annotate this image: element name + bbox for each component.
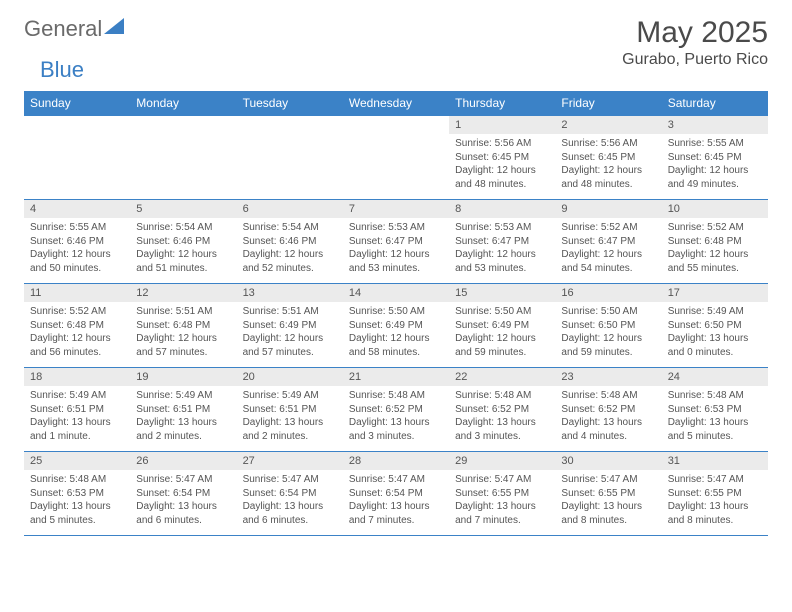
day-details: Sunrise: 5:48 AMSunset: 6:53 PMDaylight:… (662, 386, 768, 452)
day-number: 2 (555, 116, 661, 135)
day-details: Sunrise: 5:47 AMSunset: 6:55 PMDaylight:… (555, 470, 661, 536)
day-details: Sunrise: 5:51 AMSunset: 6:49 PMDaylight:… (237, 302, 343, 368)
day-number-row: 18192021222324 (24, 368, 768, 387)
day-number: 29 (449, 452, 555, 471)
day-details: Sunrise: 5:53 AMSunset: 6:47 PMDaylight:… (343, 218, 449, 284)
day-number: 15 (449, 284, 555, 303)
day-details: Sunrise: 5:56 AMSunset: 6:45 PMDaylight:… (449, 134, 555, 200)
weekday-friday: Friday (555, 91, 661, 116)
day-number-row: 25262728293031 (24, 452, 768, 471)
day-details: Sunrise: 5:47 AMSunset: 6:55 PMDaylight:… (449, 470, 555, 536)
day-detail-row: Sunrise: 5:55 AMSunset: 6:46 PMDaylight:… (24, 218, 768, 284)
day-details: Sunrise: 5:56 AMSunset: 6:45 PMDaylight:… (555, 134, 661, 200)
weekday-thursday: Thursday (449, 91, 555, 116)
weekday-header-row: Sunday Monday Tuesday Wednesday Thursday… (24, 91, 768, 116)
day-detail-row: Sunrise: 5:56 AMSunset: 6:45 PMDaylight:… (24, 134, 768, 200)
day-details: Sunrise: 5:48 AMSunset: 6:53 PMDaylight:… (24, 470, 130, 536)
logo-text-1: General (24, 16, 102, 42)
day-number: 23 (555, 368, 661, 387)
day-number: 11 (24, 284, 130, 303)
day-details: Sunrise: 5:49 AMSunset: 6:50 PMDaylight:… (662, 302, 768, 368)
day-details (343, 134, 449, 200)
day-details: Sunrise: 5:50 AMSunset: 6:49 PMDaylight:… (449, 302, 555, 368)
day-number: 10 (662, 200, 768, 219)
day-number: 16 (555, 284, 661, 303)
day-number-row: 45678910 (24, 200, 768, 219)
day-number: 8 (449, 200, 555, 219)
day-details: Sunrise: 5:52 AMSunset: 6:47 PMDaylight:… (555, 218, 661, 284)
day-details: Sunrise: 5:54 AMSunset: 6:46 PMDaylight:… (130, 218, 236, 284)
day-number: 26 (130, 452, 236, 471)
day-number: 3 (662, 116, 768, 135)
calendar-body: 123Sunrise: 5:56 AMSunset: 6:45 PMDaylig… (24, 116, 768, 536)
day-number: 14 (343, 284, 449, 303)
day-number-row: 123 (24, 116, 768, 135)
weekday-tuesday: Tuesday (237, 91, 343, 116)
day-number: 19 (130, 368, 236, 387)
day-details: Sunrise: 5:52 AMSunset: 6:48 PMDaylight:… (24, 302, 130, 368)
day-number: 18 (24, 368, 130, 387)
logo: General (24, 16, 126, 42)
day-number: 27 (237, 452, 343, 471)
day-details (237, 134, 343, 200)
day-details: Sunrise: 5:47 AMSunset: 6:54 PMDaylight:… (237, 470, 343, 536)
day-details: Sunrise: 5:51 AMSunset: 6:48 PMDaylight:… (130, 302, 236, 368)
day-details: Sunrise: 5:48 AMSunset: 6:52 PMDaylight:… (343, 386, 449, 452)
day-details: Sunrise: 5:50 AMSunset: 6:49 PMDaylight:… (343, 302, 449, 368)
day-number: 31 (662, 452, 768, 471)
day-details: Sunrise: 5:49 AMSunset: 6:51 PMDaylight:… (130, 386, 236, 452)
day-number: 9 (555, 200, 661, 219)
day-number: 1 (449, 116, 555, 135)
day-number: 13 (237, 284, 343, 303)
day-details: Sunrise: 5:53 AMSunset: 6:47 PMDaylight:… (449, 218, 555, 284)
calendar-table: Sunday Monday Tuesday Wednesday Thursday… (24, 91, 768, 536)
day-number (237, 116, 343, 135)
day-number (24, 116, 130, 135)
day-number: 20 (237, 368, 343, 387)
weekday-monday: Monday (130, 91, 236, 116)
day-number: 21 (343, 368, 449, 387)
day-details: Sunrise: 5:50 AMSunset: 6:50 PMDaylight:… (555, 302, 661, 368)
day-details: Sunrise: 5:48 AMSunset: 6:52 PMDaylight:… (449, 386, 555, 452)
day-details: Sunrise: 5:55 AMSunset: 6:46 PMDaylight:… (24, 218, 130, 284)
day-detail-row: Sunrise: 5:48 AMSunset: 6:53 PMDaylight:… (24, 470, 768, 536)
day-number (343, 116, 449, 135)
day-details: Sunrise: 5:48 AMSunset: 6:52 PMDaylight:… (555, 386, 661, 452)
logo-triangle-icon (104, 18, 124, 41)
day-details: Sunrise: 5:47 AMSunset: 6:54 PMDaylight:… (130, 470, 236, 536)
day-number: 30 (555, 452, 661, 471)
logo-text-2: Blue (40, 57, 84, 82)
day-number-row: 11121314151617 (24, 284, 768, 303)
weekday-wednesday: Wednesday (343, 91, 449, 116)
day-detail-row: Sunrise: 5:52 AMSunset: 6:48 PMDaylight:… (24, 302, 768, 368)
day-number (130, 116, 236, 135)
day-details: Sunrise: 5:47 AMSunset: 6:55 PMDaylight:… (662, 470, 768, 536)
day-details: Sunrise: 5:52 AMSunset: 6:48 PMDaylight:… (662, 218, 768, 284)
weekday-sunday: Sunday (24, 91, 130, 116)
day-number: 5 (130, 200, 236, 219)
weekday-saturday: Saturday (662, 91, 768, 116)
day-number: 12 (130, 284, 236, 303)
day-number: 25 (24, 452, 130, 471)
day-details (24, 134, 130, 200)
day-number: 4 (24, 200, 130, 219)
day-number: 7 (343, 200, 449, 219)
day-number: 6 (237, 200, 343, 219)
day-number: 17 (662, 284, 768, 303)
day-details: Sunrise: 5:55 AMSunset: 6:45 PMDaylight:… (662, 134, 768, 200)
day-number: 24 (662, 368, 768, 387)
day-detail-row: Sunrise: 5:49 AMSunset: 6:51 PMDaylight:… (24, 386, 768, 452)
day-details: Sunrise: 5:49 AMSunset: 6:51 PMDaylight:… (24, 386, 130, 452)
day-details (130, 134, 236, 200)
day-details: Sunrise: 5:47 AMSunset: 6:54 PMDaylight:… (343, 470, 449, 536)
page-title: May 2025 (622, 16, 768, 49)
day-details: Sunrise: 5:54 AMSunset: 6:46 PMDaylight:… (237, 218, 343, 284)
day-number: 22 (449, 368, 555, 387)
day-details: Sunrise: 5:49 AMSunset: 6:51 PMDaylight:… (237, 386, 343, 452)
day-number: 28 (343, 452, 449, 471)
